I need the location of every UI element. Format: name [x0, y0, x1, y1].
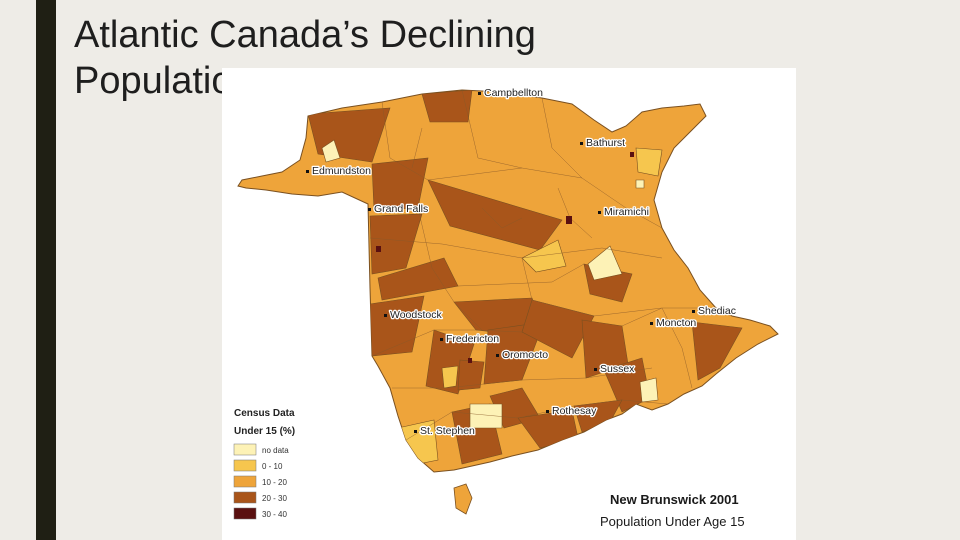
map-figure: Campbellton Bathurst Edmundston Grand Falls…	[222, 68, 796, 540]
city-moncton: Moncton	[650, 316, 698, 330]
city-marker	[692, 310, 695, 313]
legend-label: 0 - 10	[262, 462, 283, 471]
city-marker	[440, 338, 443, 341]
legend-swatch	[233, 459, 257, 472]
city-label: Oromocto	[502, 349, 548, 361]
legend-swatch	[233, 443, 257, 456]
city-shediac: Shediac	[692, 304, 737, 318]
legend-swatch	[233, 507, 257, 520]
city-rothesay: Rothesay	[546, 404, 598, 418]
city-label: Woodstock	[390, 309, 442, 321]
city-label: St. Stephen	[420, 425, 475, 437]
census-regions-20-30	[307, 90, 743, 465]
new-brunswick-map: Campbellton Bathurst Edmundston Grand Falls…	[233, 86, 779, 529]
city-label: Sussex	[600, 363, 635, 375]
city-marker	[598, 211, 601, 214]
legend-swatch	[233, 475, 257, 488]
map-legend: Census Data Under 15 (%) no data 0 - 10 10…	[233, 408, 295, 520]
legend-label: 20 - 30	[262, 494, 287, 503]
city-label: Bathurst	[586, 137, 625, 149]
city-marker	[650, 322, 653, 325]
city-marker	[368, 208, 371, 211]
legend-label: 30 - 40	[262, 510, 287, 519]
city-edmundston: Edmundston	[306, 164, 372, 178]
census-regions-30-40	[376, 152, 634, 433]
map-caption-subtitle: Population Under Age 15	[600, 514, 745, 529]
city-label: Edmundston	[312, 165, 371, 177]
city-label: Rothesay	[552, 405, 597, 417]
legend-swatch	[233, 491, 257, 504]
city-labels: Campbellton Bathurst Edmundston Grand Falls…	[306, 86, 737, 438]
city-marker	[478, 92, 481, 95]
city-marker	[594, 368, 597, 371]
legend-label: 10 - 20	[262, 478, 287, 487]
city-marker	[580, 142, 583, 145]
census-regions-0-10	[397, 147, 663, 465]
legend-label: no data	[262, 446, 289, 455]
city-label: Campbellton	[484, 87, 543, 99]
grand-manan-island	[453, 483, 473, 515]
city-label: Shediac	[698, 305, 736, 317]
city-oromocto: Oromocto	[496, 348, 550, 362]
city-marker	[306, 170, 309, 173]
city-st-stephen: St. Stephen	[414, 424, 476, 438]
city-marker	[384, 314, 387, 317]
city-marker	[496, 354, 499, 357]
city-label: Miramichi	[604, 206, 649, 218]
city-bathurst: Bathurst	[580, 136, 626, 150]
city-fredericton: Fredericton	[440, 332, 501, 346]
legend-title: Census Data	[234, 408, 295, 419]
census-regions-no-data	[321, 139, 659, 429]
city-marker	[414, 430, 417, 433]
city-label: Fredericton	[446, 333, 499, 345]
city-grand-falls: Grand Falls	[368, 202, 430, 216]
city-label: Grand Falls	[374, 203, 428, 215]
city-miramichi: Miramichi	[598, 205, 650, 219]
city-sussex: Sussex	[594, 362, 636, 376]
legend-subtitle: Under 15 (%)	[234, 426, 295, 437]
city-label: Moncton	[656, 317, 696, 329]
map-caption-title: New Brunswick 2001	[610, 492, 739, 507]
city-marker	[546, 410, 549, 413]
city-woodstock: Woodstock	[384, 308, 444, 322]
accent-bar	[36, 0, 56, 540]
city-campbellton: Campbellton	[478, 86, 544, 100]
